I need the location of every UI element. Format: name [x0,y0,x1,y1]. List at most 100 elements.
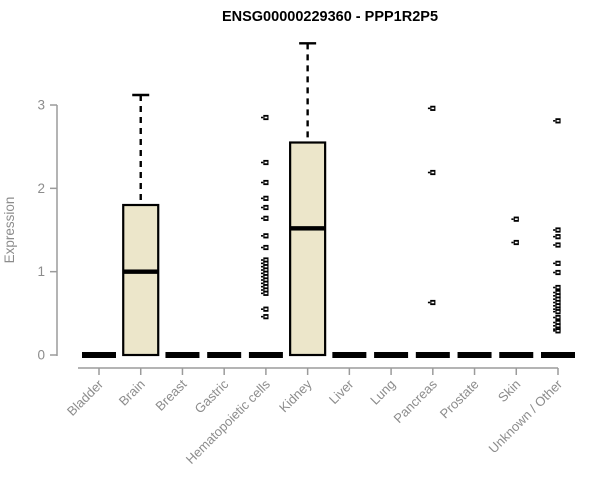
outlier-point-tick [553,305,556,307]
outlier-point-tick [261,206,264,209]
outlier-point-center [514,241,518,244]
outlier-point-center [556,262,560,265]
y-tick-label: 2 [37,181,45,196]
outlier-point-tick [261,292,264,295]
box-kidney [289,42,327,357]
y-axis-title: Expression [2,197,17,264]
outlier-point-center [264,265,268,268]
zero-median-bar [165,352,200,358]
outlier-point-center [556,229,560,231]
x-tick-label-lung: Lung [367,377,398,408]
outlier-point-tick [427,171,431,174]
outlier-point-tick [261,269,264,271]
x-tick-label-gastric: Gastric [192,376,232,416]
median-line [290,226,326,231]
outlier-point-center [556,298,560,300]
outlier-point-center [556,120,560,122]
box-brain [122,93,160,357]
outlier-point-tick [553,301,556,304]
outlier-point-tick [511,241,514,244]
outlier-point-tick [261,285,264,288]
y-tick-label: 1 [37,264,45,279]
outlier-point-tick [261,161,264,164]
outlier-point-center [556,330,560,332]
outlier-point-tick [553,310,556,313]
median-line [123,269,159,274]
x-tick-label-unknown-other: Unknown / Other [486,376,566,456]
box-unknown-other [540,118,575,358]
y-tick-label: 3 [37,98,45,113]
outlier-point-center [264,259,268,261]
outlier-point-tick [553,235,556,238]
outlier-point-center [264,269,268,271]
outlier-point-tick [553,298,556,300]
outlier-point-center [264,246,268,249]
x-tick-label-bladder: Bladder [64,376,107,419]
outlier-point-center [264,279,268,281]
outlier-point-center [556,305,560,307]
outlier-point-tick [261,308,264,310]
outlier-point-center [264,275,268,278]
outlier-point-center [264,308,268,310]
outlier-point-tick [553,271,556,274]
outlier-point-center [264,206,268,209]
outlier-point-tick [553,321,556,324]
outlier-point-center [264,285,268,288]
x-tick-label-skin: Skin [495,377,523,405]
outlier-point-center [264,116,268,119]
outlier-point-center [431,171,435,174]
zero-median-bar [457,352,492,358]
outlier-point-tick [261,246,264,249]
outlier-point-tick [261,275,264,278]
x-tick-label-breast: Breast [152,376,189,413]
outlier-point-tick [553,328,556,330]
outlier-point-center [264,197,268,200]
outlier-point-center [264,262,268,265]
zero-median-bar [207,352,242,358]
box-skin [499,216,534,358]
outlier-point-center [264,292,268,295]
outlier-point-center [556,316,560,319]
outlier-point-tick [553,229,556,231]
outlier-point-center [556,295,560,297]
outlier-point-tick [553,244,556,246]
x-tick-label-prostate: Prostate [437,377,482,422]
outlier-point-tick [261,181,264,184]
box-liver [332,352,367,358]
outlier-point-tick [261,289,264,291]
outlier-point-tick [553,262,556,265]
zero-median-bar [499,352,534,358]
box-breast [165,352,200,358]
outlier-point-center [556,301,560,304]
zero-median-bar [248,352,283,358]
zero-median-bar [415,352,450,358]
x-tick-label-liver: Liver [326,376,357,407]
outlier-point-center [264,181,268,184]
outlier-point-tick [553,308,556,310]
outlier-point-center [514,218,518,220]
box-lung [374,352,409,358]
outlier-point-tick [261,279,264,281]
outlier-point-center [431,107,435,110]
box-bladder [82,352,116,358]
outlier-point-center [556,310,560,313]
outlier-point-tick [553,120,556,122]
outlier-point-center [431,301,435,304]
outlier-point-center [556,291,560,294]
box-plots [82,42,575,358]
chart-title: ENSG00000229360 - PPP1R2P5 [222,9,438,25]
box-gastric [207,352,242,358]
outlier-point-tick [553,286,556,289]
box-hematopoietic-cells [248,114,283,358]
outlier-point-center [264,161,268,164]
box-pancreas [415,105,450,358]
outlier-point-tick [261,265,264,268]
x-tick-label-pancreas: Pancreas [390,376,440,426]
outlier-point-tick [553,295,556,297]
zero-median-bar [540,352,575,358]
outlier-point-center [556,235,560,238]
outlier-point-center [264,272,268,275]
outlier-point-tick [261,235,264,237]
